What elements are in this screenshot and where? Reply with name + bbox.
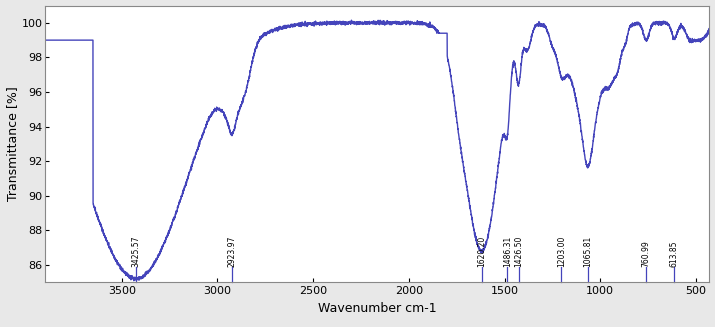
Text: 760.99: 760.99 xyxy=(641,241,651,267)
Text: 1203.00: 1203.00 xyxy=(557,236,566,267)
Text: 3425.57: 3425.57 xyxy=(132,236,140,267)
Text: 2923.97: 2923.97 xyxy=(227,236,237,267)
Text: 1065.81: 1065.81 xyxy=(583,236,592,267)
Text: 613.85: 613.85 xyxy=(670,241,679,267)
Text: 1620.20: 1620.20 xyxy=(477,236,486,267)
X-axis label: Wavenumber cm-1: Wavenumber cm-1 xyxy=(318,302,437,315)
Y-axis label: Transmittance [%]: Transmittance [%] xyxy=(6,87,19,201)
Text: 1486.31: 1486.31 xyxy=(503,236,512,267)
Text: 1426.50: 1426.50 xyxy=(514,236,523,267)
